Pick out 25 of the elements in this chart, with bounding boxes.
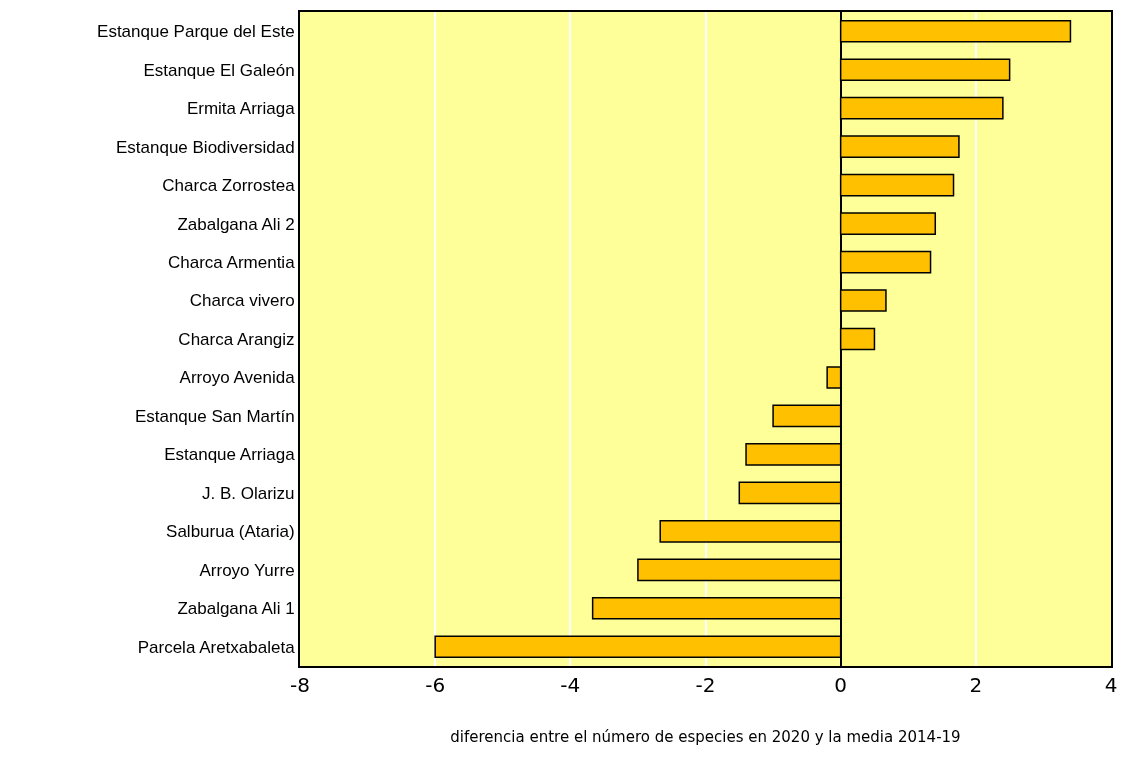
x-axis-title: diferencia entre el número de especies en 2020 y la media 2014-19 bbox=[450, 727, 961, 746]
y-tick-label: Estanque El Galeón bbox=[143, 60, 295, 80]
y-tick-label: Arroyo Avenida bbox=[179, 368, 296, 388]
y-tick-label: Estanque Parque del Este bbox=[97, 22, 295, 42]
y-tick-label: Estanque Biodiversidad bbox=[115, 137, 295, 157]
y-tick-label: Charca Armentia bbox=[167, 253, 296, 273]
y-tick-label: Ermita Arriaga bbox=[186, 99, 296, 119]
x-tick-label: 0 bbox=[834, 673, 848, 697]
y-tick-label: Parcela Aretxabaleta bbox=[137, 637, 296, 657]
x-tick-label: -4 bbox=[560, 673, 581, 697]
y-tick-label: Estanque Arriaga bbox=[164, 445, 296, 465]
x-tick-label: -2 bbox=[695, 673, 716, 697]
x-tick-label: -6 bbox=[425, 673, 446, 697]
x-tick-label: -8 bbox=[290, 673, 310, 697]
y-tick-label: Charca Zorrostea bbox=[162, 176, 296, 196]
y-tick-label: Charca vivero bbox=[189, 291, 295, 311]
x-tick-label: 4 bbox=[1104, 673, 1118, 697]
x-tick-label: 2 bbox=[969, 673, 983, 697]
y-tick-label: Zabalgana Ali 1 bbox=[177, 599, 295, 619]
y-tick-label: Salburua (Ataria) bbox=[166, 522, 295, 542]
y-tick-label: Charca Arangiz bbox=[178, 329, 295, 349]
y-tick-label: Arroyo Yurre bbox=[199, 560, 295, 580]
y-tick-label: Zabalgana Ali 2 bbox=[177, 214, 295, 234]
y-tick-label: J. B. Olarizu bbox=[202, 483, 295, 503]
y-tick-label: Estanque San Martín bbox=[134, 406, 295, 426]
